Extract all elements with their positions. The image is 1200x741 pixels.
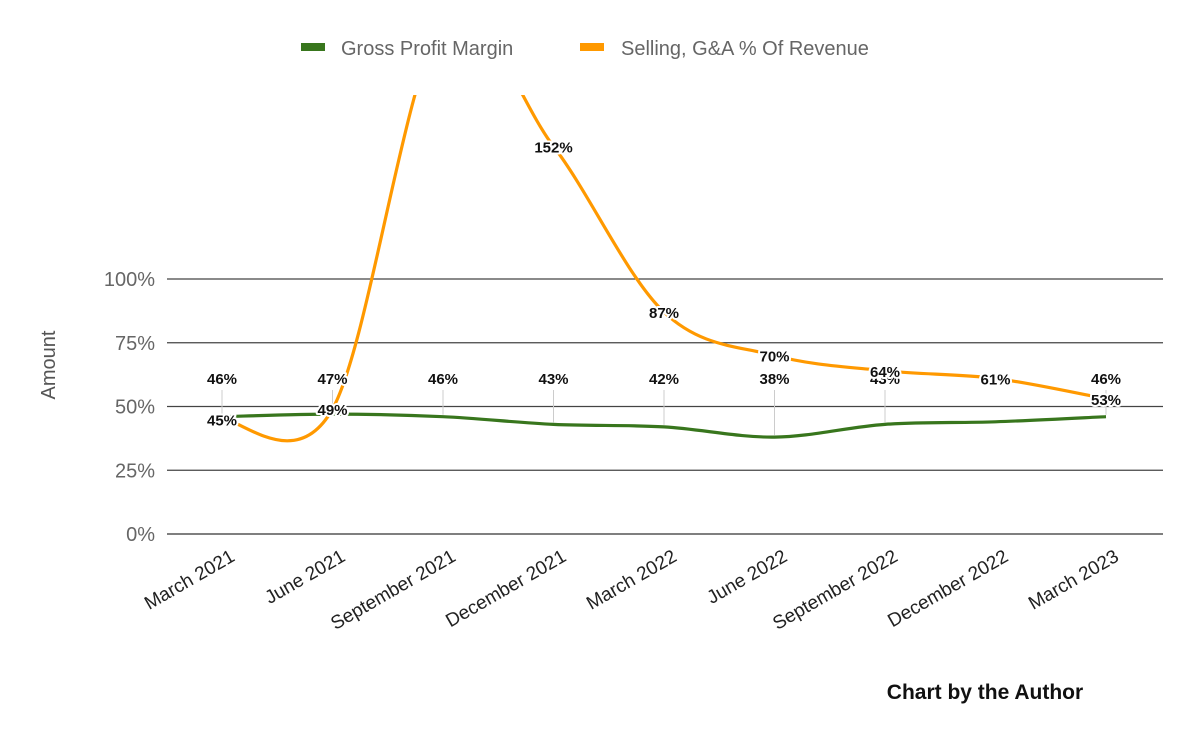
y-tick-label: 75% xyxy=(115,333,155,355)
x-tick-label: September 2021 xyxy=(327,546,459,634)
y-tick-label: 100% xyxy=(104,269,155,291)
data-label-gross-profit: 46% xyxy=(428,371,458,388)
legend-label-sga: Selling, G&A % Of Revenue xyxy=(621,38,869,60)
y-axis-title: Amount xyxy=(38,330,60,399)
data-label-sga: 53% xyxy=(1091,392,1121,409)
data-label-sga: 61% xyxy=(980,371,1010,388)
y-tick-label: 0% xyxy=(126,524,155,546)
x-tick-label: March 2021 xyxy=(141,546,238,614)
y-tick-label: 50% xyxy=(115,397,155,419)
data-label-sga: 64% xyxy=(870,364,900,381)
legend-label-gross-profit: Gross Profit Margin xyxy=(341,38,513,60)
data-label-gross-profit: 43% xyxy=(538,371,568,388)
x-tick-label: December 2021 xyxy=(442,546,570,632)
x-tick-label: June 2021 xyxy=(262,546,349,609)
series-line-gross-profit xyxy=(221,412,1107,439)
legend-swatch-gross-profit xyxy=(301,43,325,51)
y-tick-label: 25% xyxy=(115,460,155,482)
data-label-sga: 70% xyxy=(759,349,789,366)
data-label-sga: 45% xyxy=(207,412,237,429)
x-tick-label: September 2022 xyxy=(769,546,901,634)
data-label-gross-profit: 43% xyxy=(870,371,900,388)
x-tick-label: March 2023 xyxy=(1025,546,1122,614)
series-line-sga xyxy=(221,95,1107,443)
data-label-gross-profit: 47% xyxy=(317,371,347,388)
legend-swatch-sga xyxy=(580,43,604,51)
data-label-gross-profit: 46% xyxy=(1091,371,1121,388)
x-tick-label: December 2022 xyxy=(884,546,1012,632)
data-label-gross-profit: 42% xyxy=(649,371,679,388)
legend: Gross Profit Margin Selling, G&A % Of Re… xyxy=(301,38,869,60)
data-label-gross-profit: 46% xyxy=(207,371,237,388)
data-label-gross-profit: 38% xyxy=(759,371,789,388)
x-tick-label: March 2022 xyxy=(583,546,680,614)
data-label-sga: 152% xyxy=(534,139,572,156)
data-label-sga: 49% xyxy=(317,402,347,419)
chart-credit: Chart by the Author xyxy=(887,681,1083,704)
x-tick-label: June 2022 xyxy=(704,546,791,609)
data-label-sga: 87% xyxy=(649,305,679,322)
